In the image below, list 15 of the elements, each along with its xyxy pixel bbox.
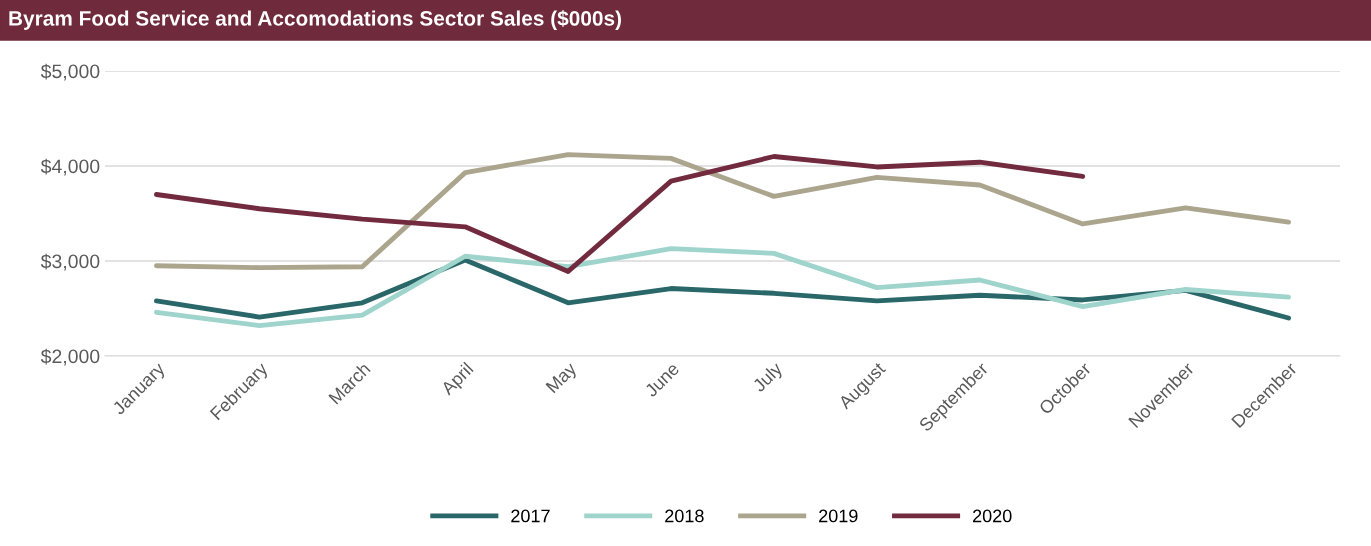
y-tick-label: $3,000 [40,253,100,271]
line-series [154,257,1291,321]
x-tick-label: July [751,360,786,396]
legend-label: 2020 [973,509,1012,523]
x-tick-label: May [545,361,580,396]
line-series [154,154,1086,274]
y-tick-label: $4,000 [40,158,100,176]
legend-label: 2019 [819,509,858,523]
y-tick-label: $5,000 [40,63,100,81]
chart-title: Byram Food Service and Accomodations Sector Sales ($000s) [9,10,621,30]
legend-label: 2017 [511,509,550,523]
legend-label: 2018 [665,509,704,523]
line-series [154,152,1291,271]
line-series [154,246,1291,329]
y-tick-label: $2,000 [40,348,100,366]
